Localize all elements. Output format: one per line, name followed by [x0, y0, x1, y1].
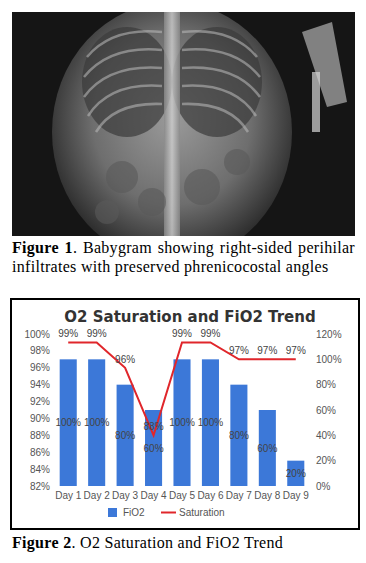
bar-data-label: 100%	[84, 417, 110, 428]
x-axis-tick-label: Day 9	[283, 490, 310, 501]
y2-axis-tick	[310, 486, 312, 487]
chart: O2 Saturation and FiO2 Trend 82% 84% 86% 88%…	[12, 300, 358, 528]
x-ray-arm	[302, 22, 347, 107]
x-ray-lung	[172, 27, 262, 137]
line-data-label: 99%	[87, 328, 107, 339]
legend: FiO2 Saturation	[108, 507, 225, 518]
figure-caption: Figure 1. Babygram showing right-sided p…	[12, 238, 355, 276]
y-axis-tick	[52, 418, 54, 419]
caption-label: Figure 2	[12, 534, 71, 551]
y2-axis-tick	[310, 359, 312, 360]
y-axis-tick-label: 100%	[24, 329, 50, 340]
x-axis-tick-label: Day 8	[254, 490, 281, 501]
y2-axis-tick-label: 60%	[316, 405, 336, 416]
y-axis-tick	[52, 452, 54, 453]
x-ray-spine	[164, 12, 180, 236]
y-axis-tick-label: 88%	[30, 430, 50, 441]
y-axis-tick	[52, 435, 54, 436]
line-data-label: 99%	[172, 328, 192, 339]
line-data-label: 99%	[58, 328, 78, 339]
x-axis-tick-label: Day 7	[226, 490, 253, 501]
bar-data-label: 80%	[115, 430, 135, 441]
legend-swatch	[161, 512, 176, 514]
y-axis-tick-label: 86%	[30, 447, 50, 458]
y-axis-tick-label: 84%	[30, 464, 50, 475]
y2-axis-tick	[310, 384, 312, 385]
legend-label: Saturation	[179, 507, 225, 518]
y-axis-tick-label: 94%	[30, 379, 50, 390]
y-axis-tick	[52, 486, 54, 487]
line-data-label: 99%	[200, 328, 220, 339]
y2-axis-tick	[310, 334, 312, 335]
y-axis-tick-label: 90%	[30, 413, 50, 424]
y-axis-tick	[52, 350, 54, 351]
chart-frame: O2 Saturation and FiO2 Trend 82% 84% 86% 88%…	[10, 298, 360, 530]
x-ray-image	[12, 12, 355, 236]
bar-data-label: 20%	[286, 468, 306, 479]
x-ray-drawing	[12, 12, 355, 236]
line-data-label: 97%	[257, 345, 277, 356]
y-axis-tick-label: 92%	[30, 396, 50, 407]
bar-data-label: 60%	[144, 443, 164, 454]
y2-axis-tick-label: 20%	[316, 455, 336, 466]
y-axis-tick-label: 82%	[30, 481, 50, 492]
data-labels: 100%100%80%60%100%100%80%60%20%99%99%96%…	[55, 328, 305, 478]
line-data-label: 88%	[144, 421, 164, 432]
y2-axis-tick	[310, 410, 312, 411]
line	[68, 342, 296, 435]
x-ray-bowel	[95, 149, 250, 224]
y-axis-tick	[52, 401, 54, 402]
bar-data-label: 100%	[198, 417, 224, 428]
y-axis-tick-label: 96%	[30, 362, 50, 373]
bar-data-label: 100%	[55, 417, 81, 428]
y2-axis-tick-label: 120%	[316, 329, 342, 340]
plot-area	[60, 342, 305, 486]
y-axis-tick	[52, 384, 54, 385]
y-axis-tick	[52, 469, 54, 470]
x-ray-ribs	[84, 31, 260, 132]
line-data-label: 97%	[229, 345, 249, 356]
caption-label: Figure 1	[12, 239, 73, 256]
y2-axis-tick	[310, 435, 312, 436]
legend-swatch	[108, 508, 117, 517]
chart-title: O2 Saturation and FiO2 Trend	[64, 308, 315, 326]
x-ray-bone	[312, 72, 320, 132]
line-data-label: 97%	[286, 345, 306, 356]
x-axis-tick-label: Day 4	[140, 490, 167, 501]
x-axis-tick-label: Day 6	[197, 490, 224, 501]
bar-data-label: 80%	[229, 430, 249, 441]
x-axis-tick-label: Day 3	[112, 490, 139, 501]
x-axis-tick-label: Day 5	[169, 490, 196, 501]
y-axis-tick-label: 98%	[30, 345, 50, 356]
x-axis-tick-label: Day 1	[55, 490, 82, 501]
y-axis-tick	[52, 367, 54, 368]
bar-data-label: 100%	[169, 417, 195, 428]
bar-data-label: 60%	[257, 443, 277, 454]
y-axis-tick	[52, 334, 54, 335]
y2-axis-tick-label: 80%	[316, 379, 336, 390]
x-ray-body	[52, 12, 292, 236]
legend-label: FiO2	[123, 507, 145, 518]
caption-text: . O2 Saturation and FiO2 Trend	[71, 534, 283, 551]
x-ray-lung	[82, 27, 172, 137]
y2-axis-tick-label: 100%	[316, 354, 342, 365]
x-axis-tick-label: Day 2	[84, 490, 111, 501]
y2-axis-tick	[310, 460, 312, 461]
line-data-label: 96%	[115, 354, 135, 365]
y2-axis-tick-label: 0%	[316, 481, 331, 492]
figure-caption: Figure 2. O2 Saturation and FiO2 Trend	[12, 533, 355, 552]
y2-axis-tick-label: 40%	[316, 430, 336, 441]
